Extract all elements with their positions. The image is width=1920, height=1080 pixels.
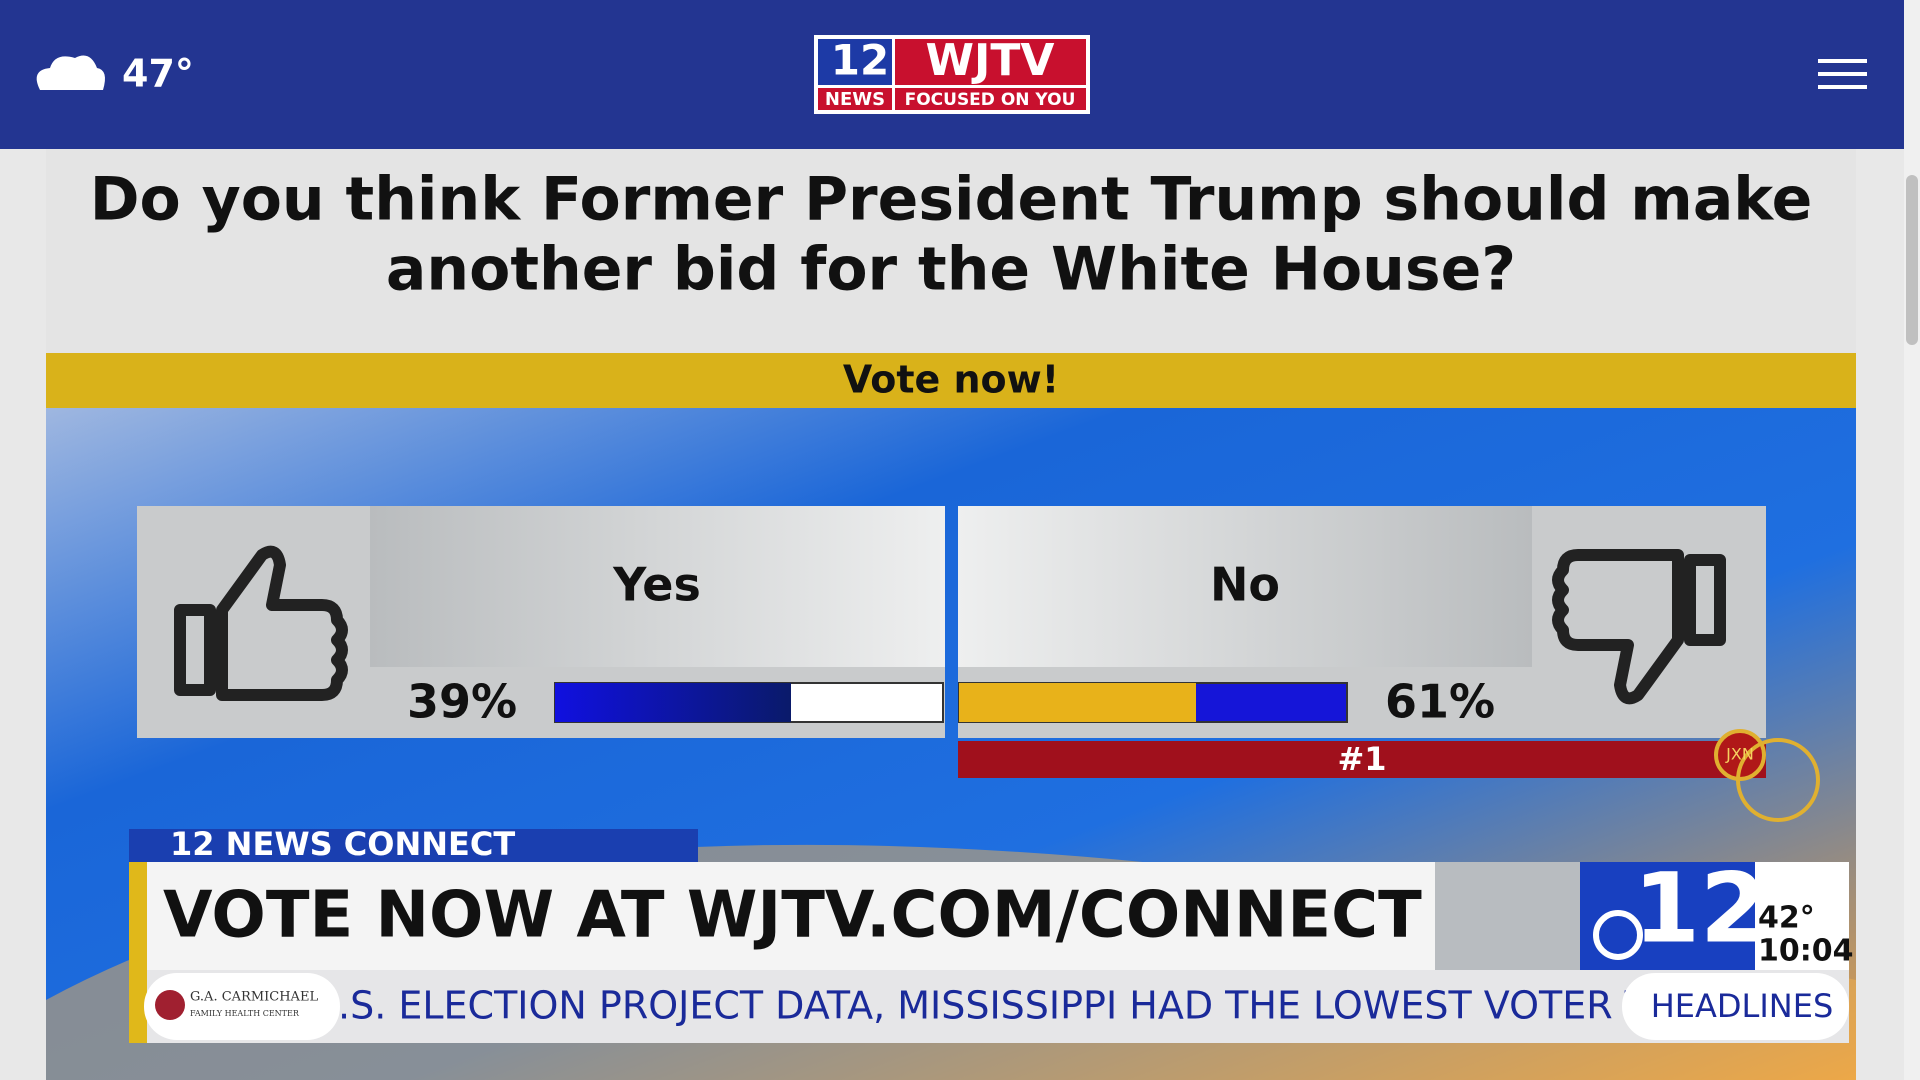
menu-line	[1818, 59, 1867, 63]
sponsor: G.A. CARMICHAEL	[190, 990, 318, 1005]
menu-line	[1818, 85, 1867, 89]
thumb-up	[174, 545, 348, 701]
temp: 42°	[1758, 901, 1815, 936]
cta[interactable]: Vote now!	[843, 358, 1059, 402]
menu-line	[1818, 72, 1867, 76]
logo-tag-bg	[895, 88, 1086, 110]
logo-news-bg	[818, 88, 892, 110]
logo-tagline: FOCUSED ON YOU	[905, 90, 1076, 110]
question: Do you think Former President Trump shou…	[90, 165, 1813, 235]
weather-icon	[36, 55, 105, 90]
weather-temp: 47°	[122, 52, 194, 96]
bug-title: 12 NEWS CONNECT	[170, 825, 515, 863]
ticker: .S. ELECTION PROJECT DATA, MISSISSIPPI H…	[338, 984, 1649, 1028]
watermark-ring	[1736, 738, 1820, 822]
option-label: Yes	[612, 558, 701, 612]
option-percent: 39%	[407, 675, 517, 729]
scroll-thumb[interactable]	[1906, 175, 1918, 345]
option-percent: 61%	[1385, 675, 1495, 729]
ticker-label: HEADLINES	[1651, 987, 1834, 1025]
logo[interactable]: 12 WJTV NEWS FOCUSED ON YOU	[814, 35, 1090, 114]
rank-bar	[958, 741, 1766, 778]
accent	[129, 862, 147, 1043]
thumb-down	[1552, 549, 1726, 705]
scrollbar[interactable]	[1904, 0, 1920, 1080]
question: another bid for the White House?	[386, 235, 1516, 305]
rank: #1	[1337, 740, 1386, 778]
logo-name: WJTV	[926, 35, 1055, 86]
logo-news: NEWS	[825, 89, 885, 110]
time: 10:04	[1758, 934, 1854, 969]
clock-box	[1755, 862, 1849, 970]
ticker-label-pill	[1622, 973, 1849, 1040]
logo-num-bg	[818, 39, 892, 85]
option-label: No	[1210, 558, 1280, 612]
ticker-bar	[147, 970, 1849, 1043]
sponsor-sub: FAMILY HEALTH CENTER	[190, 1009, 300, 1018]
logo-name-bg	[895, 39, 1086, 85]
bar-fill	[555, 683, 791, 722]
label-box	[370, 506, 945, 667]
channel: 12	[1633, 852, 1767, 964]
cta-band	[46, 353, 1856, 408]
headline-box	[129, 862, 1435, 970]
bug-bar	[129, 829, 698, 862]
headline: VOTE NOW AT WJTV.COM/CONNECT	[163, 879, 1422, 953]
menu[interactable]	[1818, 59, 1867, 89]
sponsor-pill	[144, 973, 340, 1040]
bar-fill	[959, 683, 1196, 722]
sponsor-logo	[155, 990, 185, 1020]
watermark-text: JXN	[1725, 745, 1754, 764]
label-box	[958, 506, 1532, 667]
logo-number: 12	[831, 36, 889, 85]
cbs-eye	[1593, 910, 1643, 960]
